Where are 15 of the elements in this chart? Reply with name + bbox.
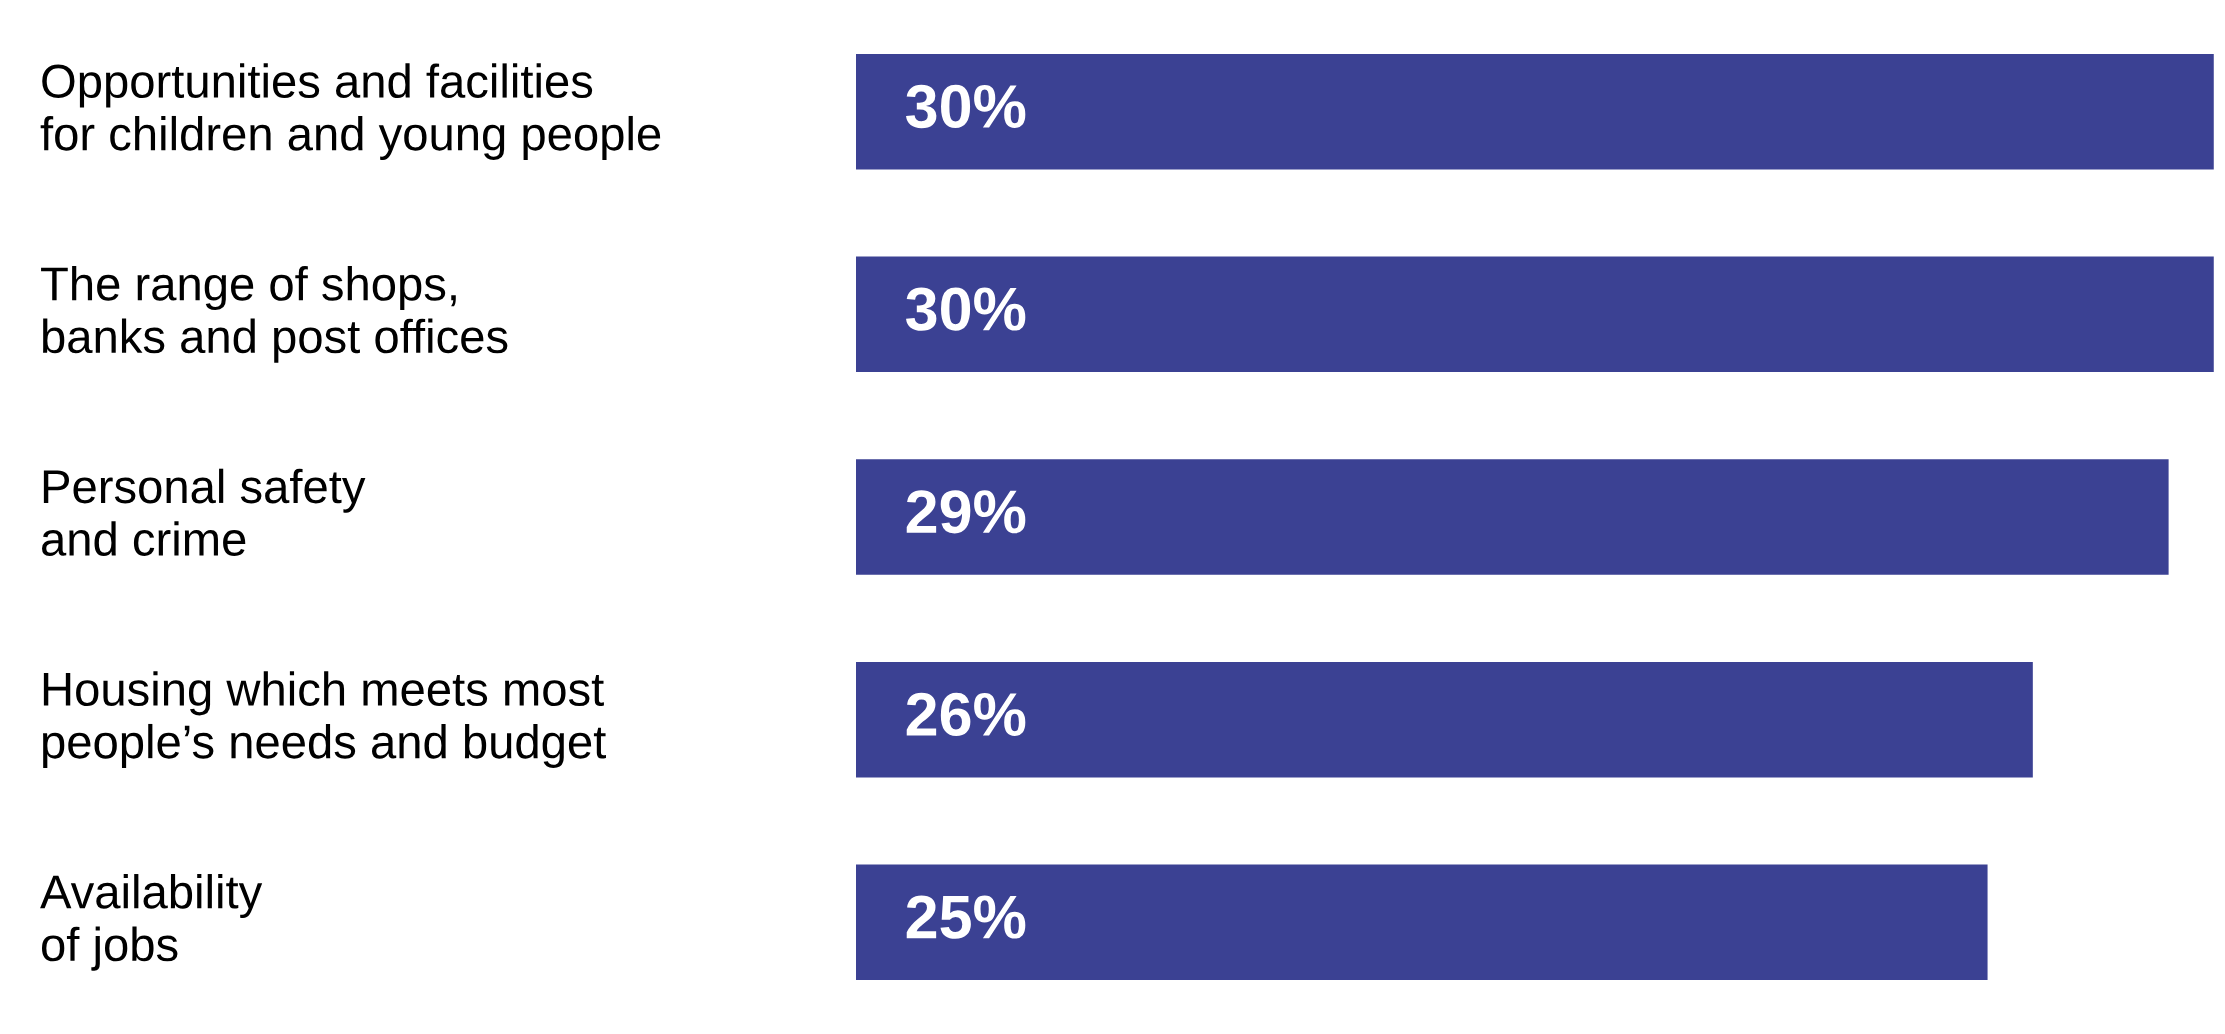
bar (856, 256, 2214, 373)
bar (856, 53, 2214, 170)
bar (856, 661, 2033, 778)
data-label: 25% (906, 895, 1026, 939)
y-tick-label: Availability of jobs (40, 874, 263, 971)
y-tick-label: Housing which meets most people’s needs and budget (43, 671, 606, 768)
bar (856, 459, 2169, 575)
data-label: 30% (906, 287, 1026, 331)
data-label: 26% (906, 692, 1026, 737)
y-tick-label: Personal safety and crime (42, 468, 366, 556)
y-tick-label: The range of shops, banks and post offices (41, 266, 508, 363)
data-label: 29% (906, 490, 1026, 534)
y-tick-label: Opportunities and facilities for children and young people (40, 63, 661, 160)
bar (856, 864, 1988, 981)
data-label: 30% (906, 84, 1026, 129)
